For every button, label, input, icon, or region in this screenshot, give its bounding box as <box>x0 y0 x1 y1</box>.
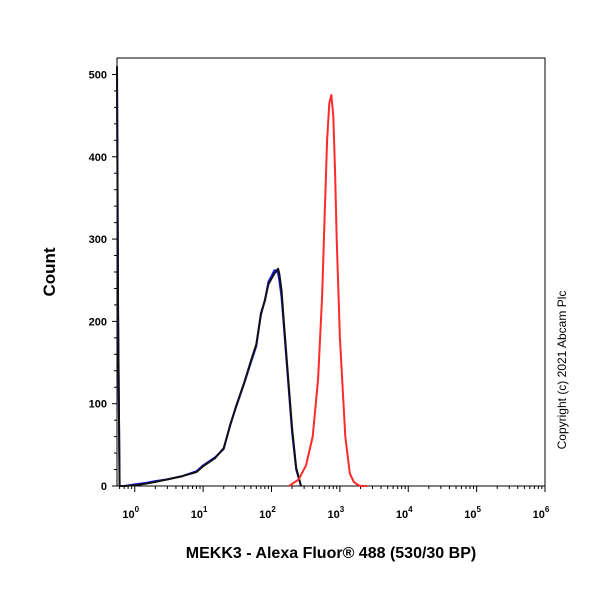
plot-frame <box>116 57 546 487</box>
x-tick-label: 100 <box>122 505 139 521</box>
y-tick-label: 0 <box>101 481 107 493</box>
histogram-series-1 <box>116 66 302 487</box>
y-axis: 0 100 200 300 400 500 <box>89 69 117 493</box>
y-tick-label: 400 <box>89 152 107 164</box>
x-tick-label: 102 <box>259 505 276 521</box>
y-tick-label: 300 <box>89 234 107 246</box>
x-tick-label: 105 <box>464 505 481 521</box>
y-tick-label: 100 <box>89 399 107 411</box>
x-tick-label: 104 <box>396 505 413 521</box>
y-tick-label: 500 <box>89 69 107 81</box>
x-tick-label: 106 <box>533 505 550 521</box>
copyright-annotation: Copyright (c) 2021 Abcam Plc <box>555 291 569 450</box>
histogram-series-0 <box>116 74 302 487</box>
y-axis-title: Count <box>40 247 59 296</box>
histogram-series-2 <box>288 94 368 487</box>
x-tick-label: 103 <box>328 505 345 521</box>
x-tick-label: 101 <box>191 505 208 521</box>
series-layer <box>116 66 368 487</box>
y-tick-label: 200 <box>89 316 107 328</box>
x-axis-title: MEKK3 - Alexa Fluor® 488 (530/30 BP) <box>186 545 476 562</box>
x-axis: 100 101 102 103 104 105 106 <box>119 486 550 521</box>
